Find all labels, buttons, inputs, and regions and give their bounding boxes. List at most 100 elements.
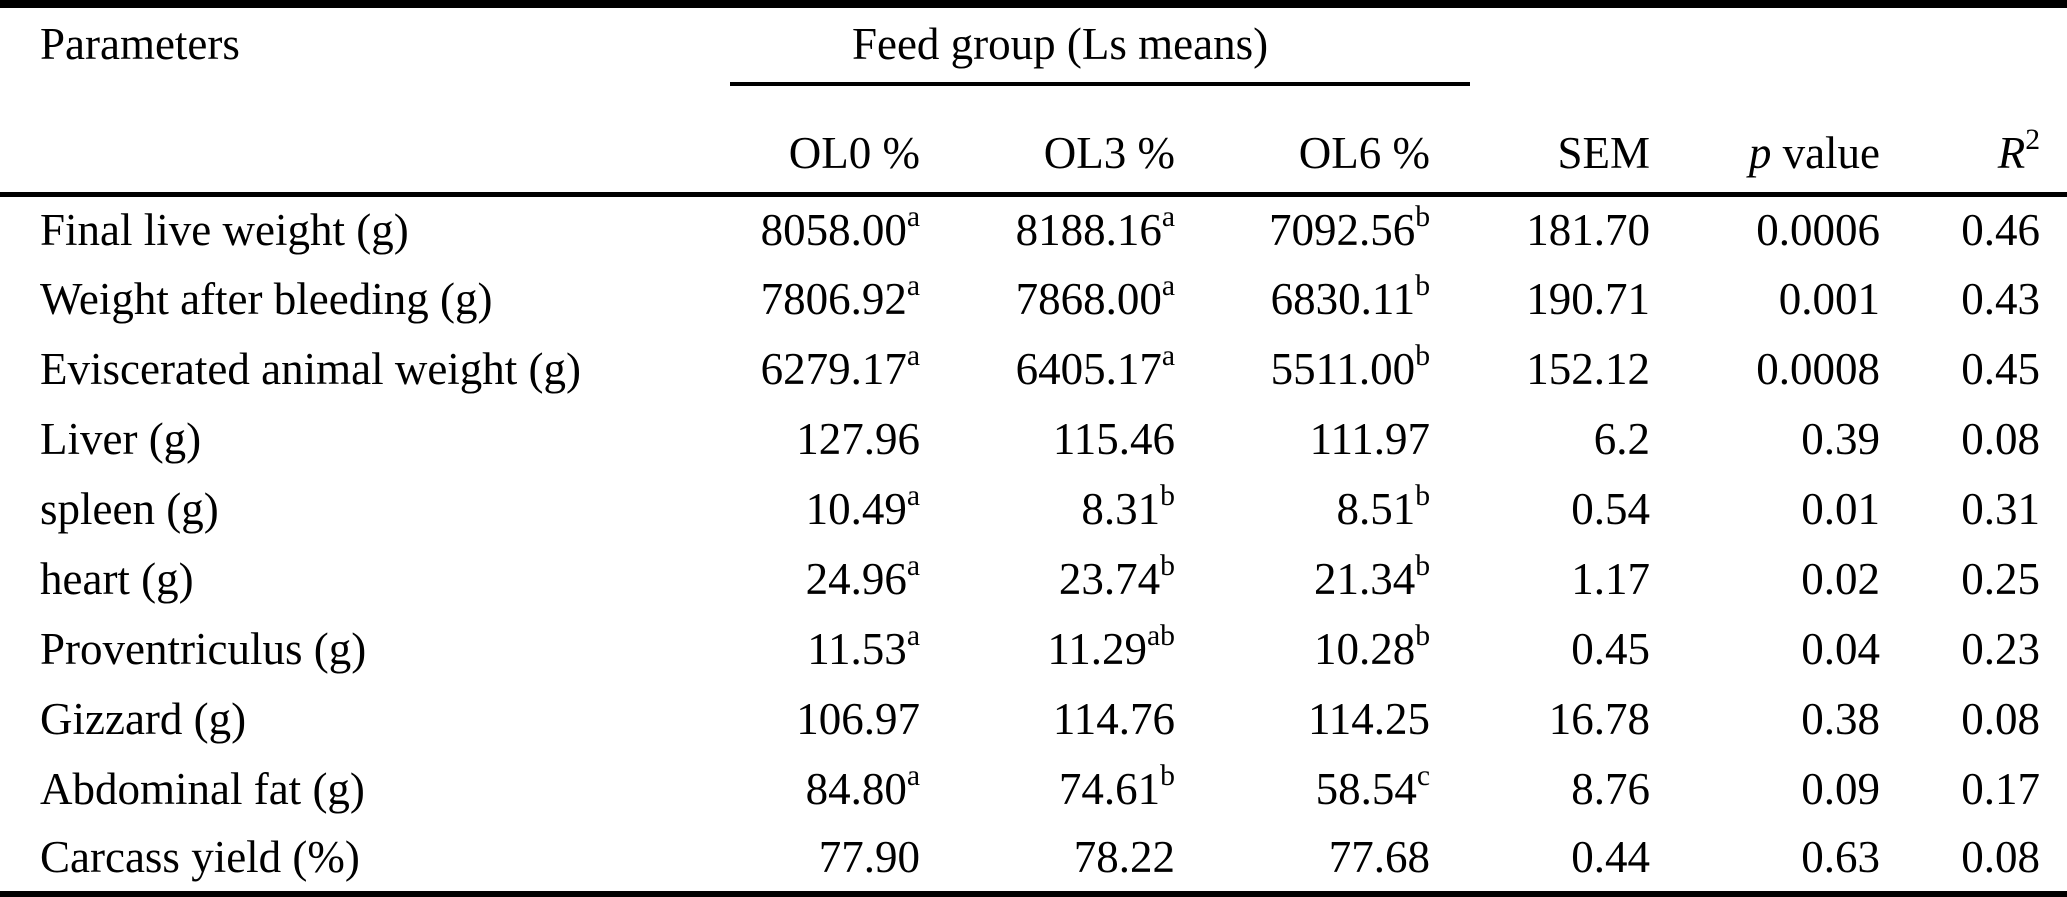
value-sem: 0.54 bbox=[1430, 474, 1650, 544]
header-row-groups: OL0 % OL3 % OL6 % bbox=[0, 88, 2067, 197]
significance-superscript: a bbox=[906, 620, 920, 653]
p-value-italic-letter: p bbox=[1748, 127, 1772, 178]
cell-number: 0.39 bbox=[1801, 413, 1881, 464]
parameter-label: Liver (g) bbox=[40, 413, 202, 464]
cell-number: 16.78 bbox=[1548, 693, 1651, 744]
table-row: Final live weight (g) 8058.00a 8188.16a 709… bbox=[0, 194, 2067, 264]
significance-superscript: b bbox=[1415, 480, 1431, 513]
value-ol0: 24.96a bbox=[690, 544, 920, 614]
value-r2: 0.17 bbox=[1880, 754, 2067, 824]
column-header-parameters: Parameters bbox=[0, 4, 690, 197]
cell-number: 0.54 bbox=[1571, 483, 1651, 534]
value-p: 0.63 bbox=[1650, 824, 1880, 894]
value-ol6: 6830.11b bbox=[1175, 264, 1430, 334]
value-r2: 0.08 bbox=[1880, 404, 2067, 474]
column-header-ol3: OL3 % bbox=[920, 88, 1175, 197]
parameter-label: Eviscerated animal weight (g) bbox=[40, 343, 582, 394]
cell-number: 0.43 bbox=[1961, 273, 2041, 324]
significance-superscript: b bbox=[1415, 340, 1431, 373]
cell-number: 0.04 bbox=[1801, 623, 1881, 674]
cell-number: 24.96 bbox=[805, 553, 907, 604]
significance-superscript: a bbox=[1161, 340, 1175, 373]
cell-number: 106.97 bbox=[796, 693, 920, 744]
cell-number: 0.45 bbox=[1961, 343, 2041, 394]
table-row: Eviscerated animal weight (g) 6279.17a 640… bbox=[0, 334, 2067, 404]
cell-number: 114.25 bbox=[1307, 693, 1431, 744]
table-header: Parameters Feed group (Ls means) SEM p v… bbox=[0, 4, 2067, 197]
value-sem: 181.70 bbox=[1430, 194, 1650, 264]
parameter-label: spleen (g) bbox=[40, 483, 219, 534]
significance-superscript: a bbox=[906, 480, 920, 513]
significance-superscript: a bbox=[906, 270, 920, 303]
significance-superscript: a bbox=[906, 340, 920, 373]
value-r2: 0.43 bbox=[1880, 264, 2067, 334]
value-ol3: 115.46 bbox=[920, 404, 1175, 474]
value-ol3: 8.31b bbox=[920, 474, 1175, 544]
value-ol3: 74.61b bbox=[920, 754, 1175, 824]
table-row: Weight after bleeding (g) 7806.92a 7868.00… bbox=[0, 264, 2067, 334]
value-p: 0.39 bbox=[1650, 404, 1880, 474]
table-row: Liver (g) 127.96 115.46 111.97 6.2 0.39 0.08 bbox=[0, 404, 2067, 474]
value-ol0: 7806.92a bbox=[690, 264, 920, 334]
cell-number: 21.34 bbox=[1313, 553, 1416, 604]
value-ol0: 77.90 bbox=[690, 824, 920, 894]
cell-number: 8.76 bbox=[1571, 763, 1651, 814]
cell-number: 0.0008 bbox=[1756, 343, 1881, 394]
cell-number: 0.23 bbox=[1961, 623, 2041, 674]
cell-number: 7806.92 bbox=[760, 273, 907, 324]
significance-superscript: b bbox=[1160, 550, 1175, 583]
cell-number: 6279.17 bbox=[760, 343, 907, 394]
value-ol3: 23.74b bbox=[920, 544, 1175, 614]
cell-number: 8.31 bbox=[1081, 483, 1161, 534]
cell-number: 8058.00 bbox=[760, 204, 907, 255]
cell-number: 0.02 bbox=[1801, 553, 1881, 604]
value-sem: 1.17 bbox=[1430, 544, 1650, 614]
cell-number: 152.12 bbox=[1526, 343, 1651, 394]
value-p: 0.01 bbox=[1650, 474, 1880, 544]
table-row: heart (g) 24.96a 23.74b 21.34b 1.17 0.02 0.25 bbox=[0, 544, 2067, 614]
value-ol0: 8058.00a bbox=[690, 194, 920, 264]
cell-number: 77.68 bbox=[1328, 832, 1431, 882]
parameter-label: heart (g) bbox=[40, 553, 194, 604]
significance-superscript: a bbox=[906, 201, 920, 234]
value-sem: 152.12 bbox=[1430, 334, 1650, 404]
cell-number: 6830.11 bbox=[1270, 273, 1416, 324]
value-sem: 6.2 bbox=[1430, 404, 1650, 474]
cell-number: 78.22 bbox=[1073, 832, 1175, 882]
value-p: 0.09 bbox=[1650, 754, 1880, 824]
r-squared-italic-letter: R bbox=[1997, 127, 2026, 178]
cell-number: 0.31 bbox=[1961, 483, 2041, 534]
value-ol6: 10.28b bbox=[1175, 614, 1430, 684]
cell-number: 0.45 bbox=[1571, 623, 1651, 674]
cell-number: 0.63 bbox=[1801, 832, 1881, 882]
table-row: Abdominal fat (g) 84.80a 74.61b 58.54c 8.76 0… bbox=[0, 754, 2067, 824]
column-header-p-value: p value bbox=[1650, 4, 1881, 197]
significance-superscript: ab bbox=[1146, 620, 1175, 653]
cell-number: 7868.00 bbox=[1015, 273, 1162, 324]
column-group-header-feed-group: Feed group (Ls means) bbox=[690, 4, 1471, 88]
significance-superscript: b bbox=[1415, 270, 1431, 303]
cell-number: 23.74 bbox=[1058, 553, 1161, 604]
column-header-sem: SEM bbox=[1430, 4, 1651, 197]
value-ol0: 11.53a bbox=[690, 614, 920, 684]
value-ol0: 127.96 bbox=[690, 404, 920, 474]
value-r2: 0.08 bbox=[1880, 684, 2067, 754]
significance-superscript: b bbox=[1415, 550, 1431, 583]
value-ol6: 111.97 bbox=[1175, 404, 1430, 474]
value-ol3: 7868.00a bbox=[920, 264, 1175, 334]
cell-number: 8188.16 bbox=[1015, 204, 1162, 255]
p-value-label-rest: value bbox=[1771, 127, 1881, 178]
cell-number: 6.2 bbox=[1593, 413, 1651, 464]
value-r2: 0.08 bbox=[1880, 824, 2067, 894]
cell-number: 0.44 bbox=[1571, 832, 1651, 882]
value-p: 0.001 bbox=[1650, 264, 1880, 334]
cell-number: 0.46 bbox=[1961, 204, 2041, 255]
significance-superscript: a bbox=[906, 550, 920, 583]
value-sem: 16.78 bbox=[1430, 684, 1650, 754]
significance-superscript: b bbox=[1415, 201, 1431, 234]
value-p: 0.38 bbox=[1650, 684, 1880, 754]
r-squared-exponent: 2 bbox=[2025, 124, 2041, 157]
value-ol3: 114.76 bbox=[920, 684, 1175, 754]
parameter-label: Abdominal fat (g) bbox=[40, 763, 365, 814]
parameter-label: Carcass yield (%) bbox=[40, 832, 360, 882]
